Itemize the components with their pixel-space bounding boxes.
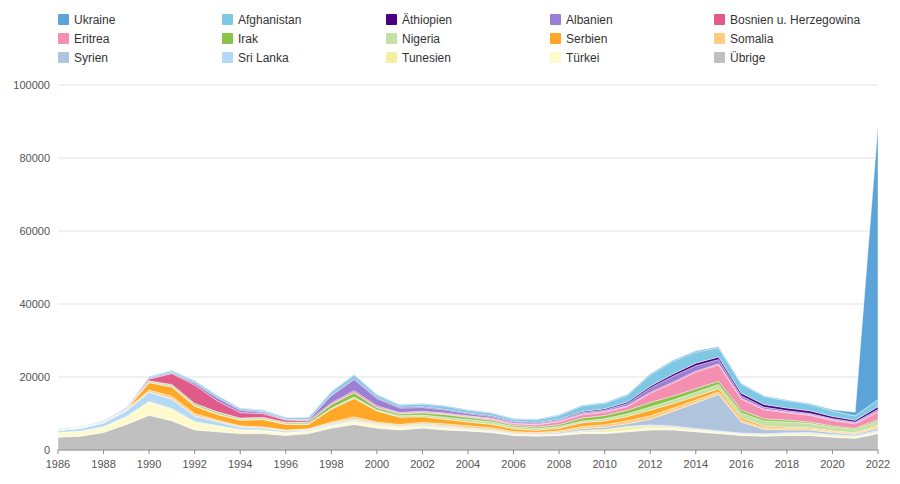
x-tick-label: 2000	[365, 458, 389, 470]
x-tick-label: 2012	[638, 458, 662, 470]
y-tick-label: 60000	[19, 225, 50, 237]
x-tick	[376, 450, 377, 454]
x-tick-label: 2014	[684, 458, 708, 470]
legend-label: Äthiopien	[402, 13, 452, 27]
y-tick-label: 20000	[19, 371, 50, 383]
chart: 0200004000060000800001000001986198819901…	[0, 0, 900, 484]
x-tick	[559, 450, 560, 454]
x-tick	[832, 450, 833, 454]
legend-swatch	[386, 33, 397, 44]
legend-label: Übrige	[730, 51, 766, 65]
x-tick	[604, 450, 605, 454]
legend-swatch	[222, 33, 233, 44]
x-tick	[468, 450, 469, 454]
y-axis: 0 20000 40000 60000 80000 100000	[13, 79, 50, 456]
x-tick	[240, 450, 241, 454]
legend-swatch	[550, 33, 561, 44]
legend-swatch	[58, 14, 69, 25]
grid	[58, 85, 878, 450]
y-tick-label: 40000	[19, 298, 50, 310]
legend-swatch	[550, 14, 561, 25]
y-tick-label: 100000	[13, 79, 50, 91]
x-tick-label: 2004	[456, 458, 480, 470]
legend-swatch	[222, 52, 233, 63]
legend-label: Tunesien	[402, 51, 451, 65]
legend-label: Somalia	[730, 32, 774, 46]
legend-swatch	[386, 14, 397, 25]
x-tick-label: 1990	[137, 458, 161, 470]
y-tick-label: 80000	[19, 152, 50, 164]
legend-label: Bosnien u. Herzegowina	[730, 13, 860, 27]
x-tick-label: 2002	[410, 458, 434, 470]
x-tick-label: 2018	[775, 458, 799, 470]
x-tick	[741, 450, 742, 454]
legend: Ukraine Afghanistan Äthiopien Albanien Bosni…	[58, 13, 860, 65]
legend-swatch	[714, 33, 725, 44]
x-tick	[422, 450, 423, 454]
legend-swatch	[550, 52, 561, 63]
legend-label: Nigeria	[402, 32, 440, 46]
grid-line	[58, 158, 878, 159]
x-tick-label: 1986	[46, 458, 70, 470]
legend-swatch	[58, 33, 69, 44]
legend-swatch	[386, 52, 397, 63]
legend-label: Syrien	[74, 51, 108, 65]
x-tick	[878, 450, 879, 454]
x-tick-label: 2010	[592, 458, 616, 470]
x-tick-label: 1994	[228, 458, 252, 470]
x-tick-label: 1988	[91, 458, 115, 470]
x-tick-label: 2006	[501, 458, 525, 470]
legend-label: Sri Lanka	[238, 51, 289, 65]
legend-label: Ukraine	[74, 13, 116, 27]
legend-label: Irak	[238, 32, 259, 46]
x-tick	[58, 450, 59, 454]
legend-label: Albanien	[566, 13, 613, 27]
x-axis: 1986 1988 1990 1992 1994 1996 1998 2000 2002 2004…	[46, 450, 890, 470]
area	[58, 126, 878, 429]
legend-label: Türkei	[566, 51, 599, 65]
x-tick	[149, 450, 150, 454]
page: {"chart_data": { "type": "area", "stacke…	[0, 0, 900, 484]
x-tick-label: 2020	[820, 458, 844, 470]
x-tick-label: 1996	[274, 458, 298, 470]
legend-label: Serbien	[566, 32, 607, 46]
grid-line	[58, 231, 878, 232]
area	[58, 348, 878, 430]
x-tick	[513, 450, 514, 454]
x-tick-label: 1998	[319, 458, 343, 470]
areas	[58, 126, 878, 450]
x-tick	[285, 450, 286, 454]
x-tick	[650, 450, 651, 454]
x-tick	[103, 450, 104, 454]
legend-label: Afghanistan	[238, 13, 301, 27]
x-tick-label: 2016	[729, 458, 753, 470]
x-tick-label: 2022	[866, 458, 890, 470]
y-tick-label: 0	[44, 444, 50, 456]
x-tick	[695, 450, 696, 454]
legend-swatch	[58, 52, 69, 63]
grid-line	[58, 304, 878, 305]
legend-swatch	[222, 14, 233, 25]
x-tick	[786, 450, 787, 454]
grid-line	[58, 85, 878, 86]
x-tick-label: 1992	[182, 458, 206, 470]
legend-swatch	[714, 14, 725, 25]
legend-label: Eritrea	[74, 32, 110, 46]
legend-swatch	[714, 52, 725, 63]
x-tick	[194, 450, 195, 454]
x-tick-label: 2008	[547, 458, 571, 470]
x-tick	[331, 450, 332, 454]
